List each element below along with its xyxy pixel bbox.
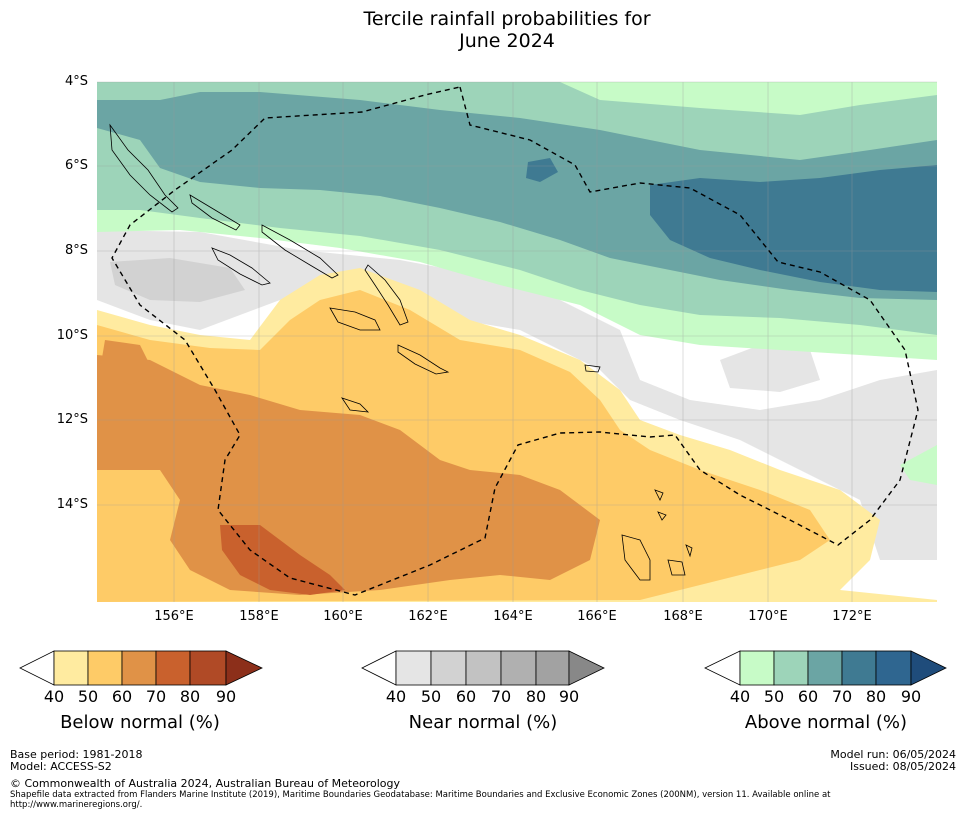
title-line-2: June 2024 <box>459 30 555 52</box>
colorbar-above-90 <box>875 650 912 686</box>
rennell-coast <box>341 397 370 413</box>
colorbar-below-90 <box>189 650 227 686</box>
colorbar-near-90 <box>535 650 570 686</box>
lat-label-4s: 4°S <box>64 74 88 89</box>
cb-above-tick-60: 60 <box>797 687 819 706</box>
near-normal-40-patch-mid <box>720 345 820 392</box>
title-line-1: Tercile rainfall probabilities for <box>363 8 651 30</box>
lon-label-172e: 172°E <box>832 609 872 624</box>
eez-boundary <box>111 86 919 596</box>
lat-label-12s: 12°S <box>56 412 88 427</box>
graticule <box>97 81 937 602</box>
above-normal-70-patch <box>526 158 558 182</box>
lon-label-158e: 158°E <box>239 609 279 624</box>
choiseul-coast <box>189 194 241 231</box>
new-georgia-coast <box>211 247 271 286</box>
cb-near-tick-80: 80 <box>525 687 547 706</box>
footer-model-run: Model run: 06/05/2024 <box>830 748 956 761</box>
guadalcanal-coast <box>329 307 381 331</box>
lat-label-8s: 8°S <box>64 243 88 258</box>
cb-below-tick-90: 90 <box>215 687 237 706</box>
vanuatu-espiritu-santo-coast <box>621 534 651 581</box>
map-panel <box>97 81 937 602</box>
makira-coast <box>397 344 450 375</box>
lat-label-6s: 6°S <box>64 158 88 173</box>
cb-below-tick-70: 70 <box>145 687 167 706</box>
cb-above-tick-50: 50 <box>763 687 785 706</box>
colorbar-near-over <box>568 650 605 686</box>
colorbar-above-70 <box>807 650 843 686</box>
santa-isabel-coast <box>261 224 339 279</box>
colorbar-near <box>361 650 605 686</box>
vanuatu-malekula-coast <box>667 559 686 576</box>
footer-issued: Issued: 08/05/2024 <box>849 760 956 773</box>
lon-label-166e: 166°E <box>577 609 617 624</box>
probability-field <box>97 82 937 602</box>
colorbar-below-under <box>19 650 55 686</box>
near-normal-50-patch <box>110 258 245 302</box>
cb-below-tick-50: 50 <box>77 687 99 706</box>
footer-shapefile-credit: Shapefile data extracted from Flanders M… <box>10 790 831 810</box>
near-normal-40-patch-se <box>810 400 937 455</box>
bougainville-coast <box>109 123 179 213</box>
footer-copyright: © Commonwealth of Australia 2024, Austra… <box>10 777 400 790</box>
cb-below-tick-60: 60 <box>111 687 133 706</box>
colorbar-above-under <box>704 650 741 686</box>
colorbar-above-60 <box>773 650 809 686</box>
colorbar-near-label: Near normal (%) <box>408 712 558 733</box>
lon-label-168e: 168°E <box>663 609 703 624</box>
colorbar-near-50 <box>395 650 432 686</box>
lat-label-10s: 10°S <box>56 328 88 343</box>
cb-near-tick-70: 70 <box>490 687 512 706</box>
lon-label-170e: 170°E <box>748 609 788 624</box>
lat-label-14s: 14°S <box>56 497 88 512</box>
cb-near-tick-50: 50 <box>420 687 442 706</box>
colorbar-above-over <box>910 650 947 686</box>
colorbar-near-under <box>361 650 397 686</box>
lon-label-162e: 162°E <box>408 609 448 624</box>
santa-cruz-coast <box>584 364 601 373</box>
colorbars <box>19 650 947 686</box>
cb-near-tick-90: 90 <box>558 687 580 706</box>
colorbar-near-80 <box>500 650 537 686</box>
above-normal-40-patch-se <box>900 445 937 485</box>
below-normal-70-patch <box>220 525 345 595</box>
colorbar-below-50 <box>53 650 89 686</box>
cb-near-tick-40: 40 <box>385 687 407 706</box>
cb-above-tick-40: 40 <box>729 687 751 706</box>
cb-below-tick-80: 80 <box>179 687 201 706</box>
coastlines <box>109 123 693 581</box>
footer-base-period: Base period: 1981-2018 <box>10 748 143 761</box>
colorbar-below <box>19 650 263 686</box>
colorbar-near-60 <box>430 650 467 686</box>
colorbar-above-80 <box>841 650 877 686</box>
colorbar-below-over <box>225 650 263 686</box>
cb-above-tick-90: 90 <box>900 687 922 706</box>
above-normal-70-core <box>650 165 937 292</box>
colorbar-below-60 <box>87 650 123 686</box>
colorbar-below-label: Below normal (%) <box>60 712 220 733</box>
lon-label-164e: 164°E <box>493 609 533 624</box>
colorbar-below-70 <box>121 650 157 686</box>
map-title: Tercile rainfall probabilities for June … <box>0 8 965 52</box>
below-normal-60-patch <box>100 340 155 385</box>
cb-below-tick-40: 40 <box>43 687 65 706</box>
vanuatu-north-islands <box>654 489 693 558</box>
colorbar-above-label: Above normal (%) <box>744 712 908 733</box>
colorbar-near-70 <box>465 650 502 686</box>
colorbar-below-80 <box>155 650 191 686</box>
cb-near-tick-60: 60 <box>455 687 477 706</box>
malaita-coast <box>364 264 409 326</box>
footer-model: Model: ACCESS-S2 <box>10 760 112 773</box>
cb-above-tick-70: 70 <box>831 687 853 706</box>
colorbar-above <box>704 650 947 686</box>
cb-above-tick-80: 80 <box>865 687 887 706</box>
lon-label-160e: 160°E <box>323 609 363 624</box>
eez-boundary-line <box>111 86 919 596</box>
colorbar-above-50 <box>739 650 775 686</box>
lon-label-156e: 156°E <box>154 609 194 624</box>
